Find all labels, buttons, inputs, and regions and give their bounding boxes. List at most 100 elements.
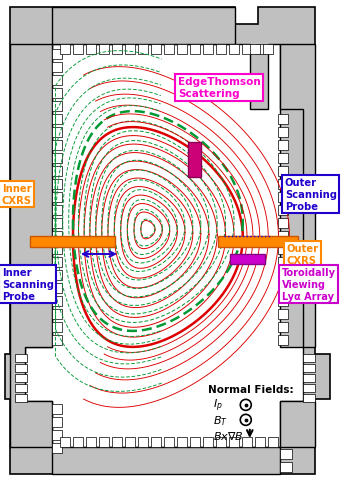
Bar bbox=[216, 45, 226, 55]
Bar bbox=[303, 354, 315, 362]
Bar bbox=[52, 322, 62, 332]
Bar bbox=[278, 167, 288, 177]
Bar bbox=[52, 154, 62, 164]
Bar bbox=[278, 309, 288, 319]
Bar bbox=[86, 45, 96, 55]
Bar bbox=[278, 180, 288, 190]
Polygon shape bbox=[280, 401, 315, 447]
Bar bbox=[52, 128, 62, 138]
Bar bbox=[86, 437, 96, 447]
Bar bbox=[52, 296, 62, 306]
Bar bbox=[52, 180, 62, 190]
Bar bbox=[230, 254, 265, 264]
Bar bbox=[216, 437, 226, 447]
Bar bbox=[52, 76, 62, 86]
Bar bbox=[52, 258, 62, 267]
Bar bbox=[151, 45, 161, 55]
Bar bbox=[15, 394, 27, 402]
Bar bbox=[278, 128, 288, 138]
Bar bbox=[15, 384, 27, 392]
Bar bbox=[125, 437, 135, 447]
Bar bbox=[177, 437, 187, 447]
Bar bbox=[278, 270, 288, 281]
Bar bbox=[278, 284, 288, 293]
Bar bbox=[278, 205, 288, 216]
Bar bbox=[52, 219, 62, 228]
Bar bbox=[52, 89, 62, 99]
Bar bbox=[15, 354, 27, 362]
Bar bbox=[73, 437, 83, 447]
Bar bbox=[278, 154, 288, 164]
Polygon shape bbox=[25, 45, 303, 447]
Bar bbox=[278, 193, 288, 203]
Bar bbox=[278, 141, 288, 151]
Bar bbox=[229, 437, 239, 447]
Bar bbox=[151, 437, 161, 447]
Bar bbox=[52, 102, 62, 112]
Bar bbox=[52, 430, 62, 440]
Polygon shape bbox=[10, 45, 52, 447]
Bar bbox=[278, 322, 288, 332]
Polygon shape bbox=[280, 45, 315, 347]
Bar bbox=[52, 141, 62, 151]
Bar bbox=[190, 45, 200, 55]
Bar bbox=[52, 244, 62, 254]
Bar bbox=[203, 45, 213, 55]
Text: $I_p$: $I_p$ bbox=[213, 397, 223, 413]
Bar bbox=[112, 437, 122, 447]
Bar bbox=[52, 231, 62, 242]
Bar bbox=[60, 45, 70, 55]
Text: Inner
Scanning
Probe: Inner Scanning Probe bbox=[2, 268, 54, 301]
Bar bbox=[278, 335, 288, 345]
Bar bbox=[242, 437, 252, 447]
Bar bbox=[164, 45, 174, 55]
Bar bbox=[52, 205, 62, 216]
Bar bbox=[52, 115, 62, 125]
Bar bbox=[303, 384, 315, 392]
Bar bbox=[52, 63, 62, 73]
Bar bbox=[280, 449, 292, 459]
Bar bbox=[52, 404, 62, 414]
Bar bbox=[138, 437, 148, 447]
Bar bbox=[52, 193, 62, 203]
Bar bbox=[112, 45, 122, 55]
Bar bbox=[73, 45, 83, 55]
Bar bbox=[30, 237, 115, 247]
Bar bbox=[278, 231, 288, 242]
Bar bbox=[255, 45, 265, 55]
Polygon shape bbox=[5, 8, 330, 474]
Bar bbox=[218, 237, 298, 247]
Text: $Bx\nabla B$: $Bx\nabla B$ bbox=[213, 429, 244, 441]
Bar bbox=[15, 364, 27, 372]
Bar bbox=[99, 45, 109, 55]
Bar bbox=[52, 270, 62, 281]
Bar bbox=[263, 45, 273, 55]
Bar bbox=[278, 258, 288, 267]
Bar bbox=[164, 437, 174, 447]
Bar bbox=[60, 437, 70, 447]
Bar bbox=[278, 244, 288, 254]
Bar bbox=[268, 437, 278, 447]
Bar bbox=[303, 394, 315, 402]
Bar bbox=[242, 45, 252, 55]
Bar bbox=[52, 443, 62, 453]
Bar bbox=[52, 417, 62, 427]
Bar bbox=[125, 45, 135, 55]
Text: Outer
Scanning
Probe: Outer Scanning Probe bbox=[285, 178, 337, 211]
Bar bbox=[52, 335, 62, 345]
Bar bbox=[303, 374, 315, 382]
Bar bbox=[138, 45, 148, 55]
Bar bbox=[255, 437, 265, 447]
Bar bbox=[52, 284, 62, 293]
Bar bbox=[303, 364, 315, 372]
Bar bbox=[52, 309, 62, 319]
Bar bbox=[52, 167, 62, 177]
Polygon shape bbox=[52, 8, 235, 45]
Text: Normal Fields:: Normal Fields: bbox=[208, 384, 293, 394]
Bar bbox=[250, 45, 260, 55]
Bar bbox=[278, 296, 288, 306]
Bar bbox=[278, 219, 288, 228]
Text: $B_T$: $B_T$ bbox=[213, 413, 228, 427]
Text: Inner
CXRS: Inner CXRS bbox=[2, 184, 32, 205]
Bar bbox=[278, 115, 288, 125]
